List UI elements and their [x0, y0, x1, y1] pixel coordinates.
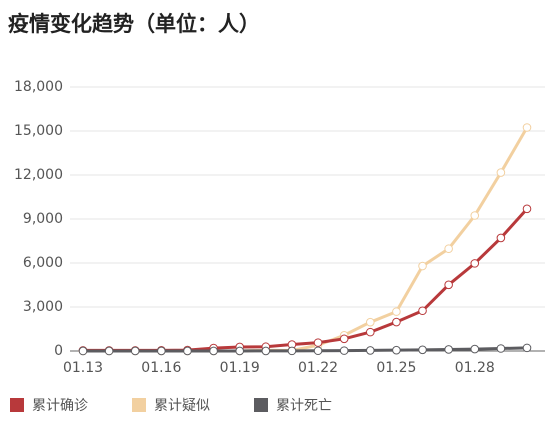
- legend-swatch: [254, 398, 268, 412]
- data-point: [392, 307, 401, 316]
- x-tick-label: 01.25: [376, 360, 416, 376]
- y-tick-label: 12,000: [14, 167, 63, 183]
- y-tick-label: 9,000: [23, 211, 63, 227]
- data-point: [130, 346, 140, 356]
- data-point: [392, 317, 401, 327]
- y-tick-label: 18,000: [14, 79, 63, 95]
- data-point: [287, 346, 297, 356]
- data-point: [209, 346, 218, 356]
- data-point: [313, 346, 323, 356]
- y-tick-label: 15,000: [14, 123, 63, 139]
- data-point: [261, 346, 271, 356]
- data-point: [496, 233, 506, 243]
- legend-swatch: [132, 398, 146, 412]
- legend-label: 累计确诊: [32, 398, 88, 414]
- data-point: [157, 346, 166, 356]
- data-point: [522, 123, 532, 132]
- series-line: [83, 207, 529, 352]
- data-point: [470, 344, 480, 354]
- data-point: [235, 346, 245, 356]
- data-point: [392, 345, 401, 355]
- data-point: [339, 334, 349, 344]
- data-point: [339, 346, 349, 355]
- y-tick-label: 6,000: [23, 255, 63, 271]
- data-point: [470, 211, 480, 220]
- data-point: [365, 346, 375, 355]
- series-line: [83, 126, 529, 353]
- x-tick-label: 01.13: [63, 360, 103, 376]
- x-tick-label: 01.22: [298, 360, 338, 376]
- legend-label: 累计死亡: [276, 398, 332, 414]
- data-point: [444, 345, 453, 354]
- series-line: [83, 346, 528, 353]
- data-point: [418, 261, 427, 271]
- data-point: [78, 346, 88, 356]
- y-tick-label: 3,000: [23, 299, 63, 315]
- data-point: [496, 344, 506, 353]
- legend-label: 累计疑似: [154, 398, 210, 414]
- data-point: [418, 345, 427, 355]
- data-point: [365, 327, 375, 337]
- data-point: [470, 259, 480, 268]
- data-point: [313, 338, 323, 347]
- data-point: [496, 168, 506, 177]
- data-point: [522, 343, 532, 353]
- data-point: [418, 306, 427, 316]
- data-point: [444, 280, 453, 290]
- legend-swatch: [10, 398, 24, 412]
- x-tick-label: 01.16: [141, 360, 181, 376]
- x-tick-label: 01.28: [455, 360, 495, 376]
- chart-title: 疫情变化趋势（单位：人）: [8, 12, 260, 36]
- data-point: [183, 346, 192, 356]
- y-tick-label: 0: [54, 343, 63, 359]
- data-point: [365, 317, 375, 327]
- data-point: [444, 244, 453, 254]
- data-point: [522, 204, 532, 214]
- x-tick-label: 01.19: [220, 360, 260, 376]
- data-point: [104, 346, 114, 356]
